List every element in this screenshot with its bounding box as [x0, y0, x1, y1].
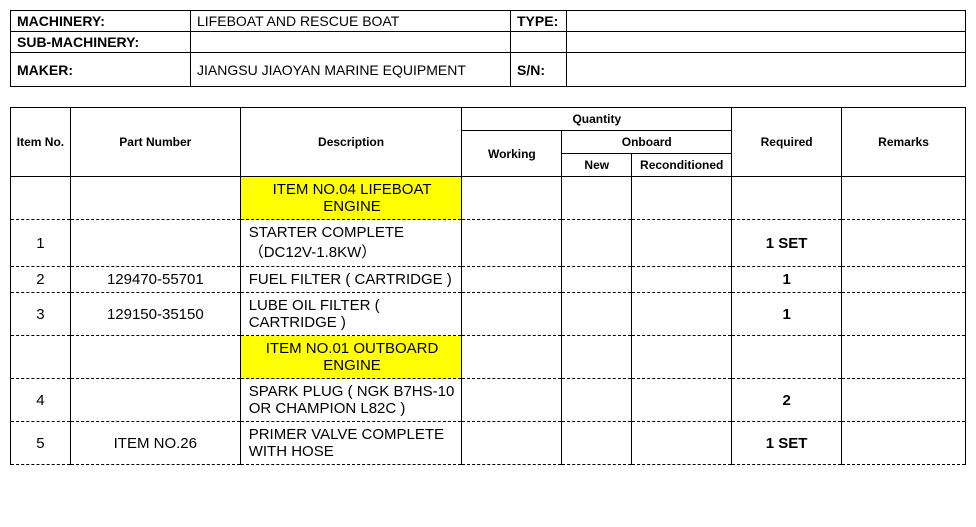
table-row: 3129150-35150LUBE OIL FILTER ( CARTRIDGE…: [11, 293, 966, 336]
cell-item: 1: [11, 220, 71, 267]
cell-working: [462, 293, 562, 336]
cell-required: 1 SET: [732, 422, 842, 465]
cell-working: [462, 177, 562, 220]
cell-description: ITEM NO.04 LIFEBOAT ENGINE: [240, 177, 462, 220]
cell-new: [562, 379, 632, 422]
cell-working: [462, 267, 562, 293]
table-row: ITEM NO.04 LIFEBOAT ENGINE: [11, 177, 966, 220]
cell-remarks: [842, 379, 966, 422]
type-value: [567, 11, 966, 32]
cell-part: ITEM NO.26: [70, 422, 240, 465]
cell-required: 1: [732, 267, 842, 293]
table-row: 5ITEM NO.26PRIMER VALVE COMPLETE WITH HO…: [11, 422, 966, 465]
col-new: New: [562, 154, 632, 177]
col-item-no: Item No.: [11, 108, 71, 177]
table-row: 2129470-55701FUEL FILTER ( CARTRIDGE ) 1: [11, 267, 966, 293]
cell-recond: [632, 293, 732, 336]
cell-recond: [632, 220, 732, 267]
cell-new: [562, 177, 632, 220]
col-working: Working: [462, 131, 562, 177]
cell-description: FUEL FILTER ( CARTRIDGE ): [240, 267, 462, 293]
cell-item: [11, 336, 71, 379]
cell-part: 129150-35150: [70, 293, 240, 336]
cell-working: [462, 379, 562, 422]
cell-remarks: [842, 177, 966, 220]
col-onboard: Onboard: [562, 131, 732, 154]
sub-machinery-value: [191, 32, 511, 53]
maker-value: JIANGSU JIAOYAN MARINE EQUIPMENT: [191, 53, 511, 87]
machinery-label: MACHINERY:: [11, 11, 191, 32]
table-row: 4 SPARK PLUG ( NGK B7HS-10 OR CHAMPION L8…: [11, 379, 966, 422]
cell-description: LUBE OIL FILTER ( CARTRIDGE ): [240, 293, 462, 336]
cell-working: [462, 336, 562, 379]
cell-required: 2: [732, 379, 842, 422]
cell-new: [562, 267, 632, 293]
cell-part: [70, 379, 240, 422]
machinery-value: LIFEBOAT AND RESCUE BOAT: [191, 11, 511, 32]
cell-item: 2: [11, 267, 71, 293]
cell-required: [732, 177, 842, 220]
col-reconditioned: Reconditioned: [632, 154, 732, 177]
cell-required: 1: [732, 293, 842, 336]
col-remarks: Remarks: [842, 108, 966, 177]
maker-label: MAKER:: [11, 53, 191, 87]
cell-recond: [632, 177, 732, 220]
cell-required: [732, 336, 842, 379]
cell-new: [562, 336, 632, 379]
header-table: MACHINERY: LIFEBOAT AND RESCUE BOAT TYPE…: [10, 10, 966, 87]
cell-description: SPARK PLUG ( NGK B7HS-10 OR CHAMPION L82…: [240, 379, 462, 422]
col-quantity: Quantity: [462, 108, 732, 131]
cell-remarks: [842, 422, 966, 465]
parts-table: Item No. Part Number Description Quantit…: [10, 107, 966, 465]
blank-cell: [567, 32, 966, 53]
cell-item: 3: [11, 293, 71, 336]
cell-remarks: [842, 267, 966, 293]
table-row: ITEM NO.01 OUTBOARD ENGINE: [11, 336, 966, 379]
cell-remarks: [842, 336, 966, 379]
cell-item: 5: [11, 422, 71, 465]
cell-recond: [632, 379, 732, 422]
blank-cell: [511, 32, 567, 53]
col-part-number: Part Number: [70, 108, 240, 177]
cell-recond: [632, 422, 732, 465]
cell-recond: [632, 267, 732, 293]
cell-description: ITEM NO.01 OUTBOARD ENGINE: [240, 336, 462, 379]
cell-new: [562, 422, 632, 465]
cell-part: 129470-55701: [70, 267, 240, 293]
cell-recond: [632, 336, 732, 379]
sub-machinery-label: SUB-MACHINERY:: [11, 32, 191, 53]
cell-description: STARTER COMPLETE （DC12V-1.8KW）: [240, 220, 462, 267]
cell-item: [11, 177, 71, 220]
col-description: Description: [240, 108, 462, 177]
sn-label: S/N:: [511, 53, 567, 87]
col-required: Required: [732, 108, 842, 177]
table-row: 1 STARTER COMPLETE （DC12V-1.8KW） 1 SET: [11, 220, 966, 267]
parts-body: ITEM NO.04 LIFEBOAT ENGINE 1 STARTER COMPL…: [11, 177, 966, 465]
type-label: TYPE:: [511, 11, 567, 32]
cell-remarks: [842, 220, 966, 267]
cell-part: [70, 177, 240, 220]
cell-part: [70, 336, 240, 379]
cell-item: 4: [11, 379, 71, 422]
cell-description: PRIMER VALVE COMPLETE WITH HOSE: [240, 422, 462, 465]
cell-remarks: [842, 293, 966, 336]
cell-new: [562, 220, 632, 267]
cell-part: [70, 220, 240, 267]
cell-working: [462, 220, 562, 267]
cell-required: 1 SET: [732, 220, 842, 267]
sn-value: [567, 53, 966, 87]
cell-working: [462, 422, 562, 465]
cell-new: [562, 293, 632, 336]
